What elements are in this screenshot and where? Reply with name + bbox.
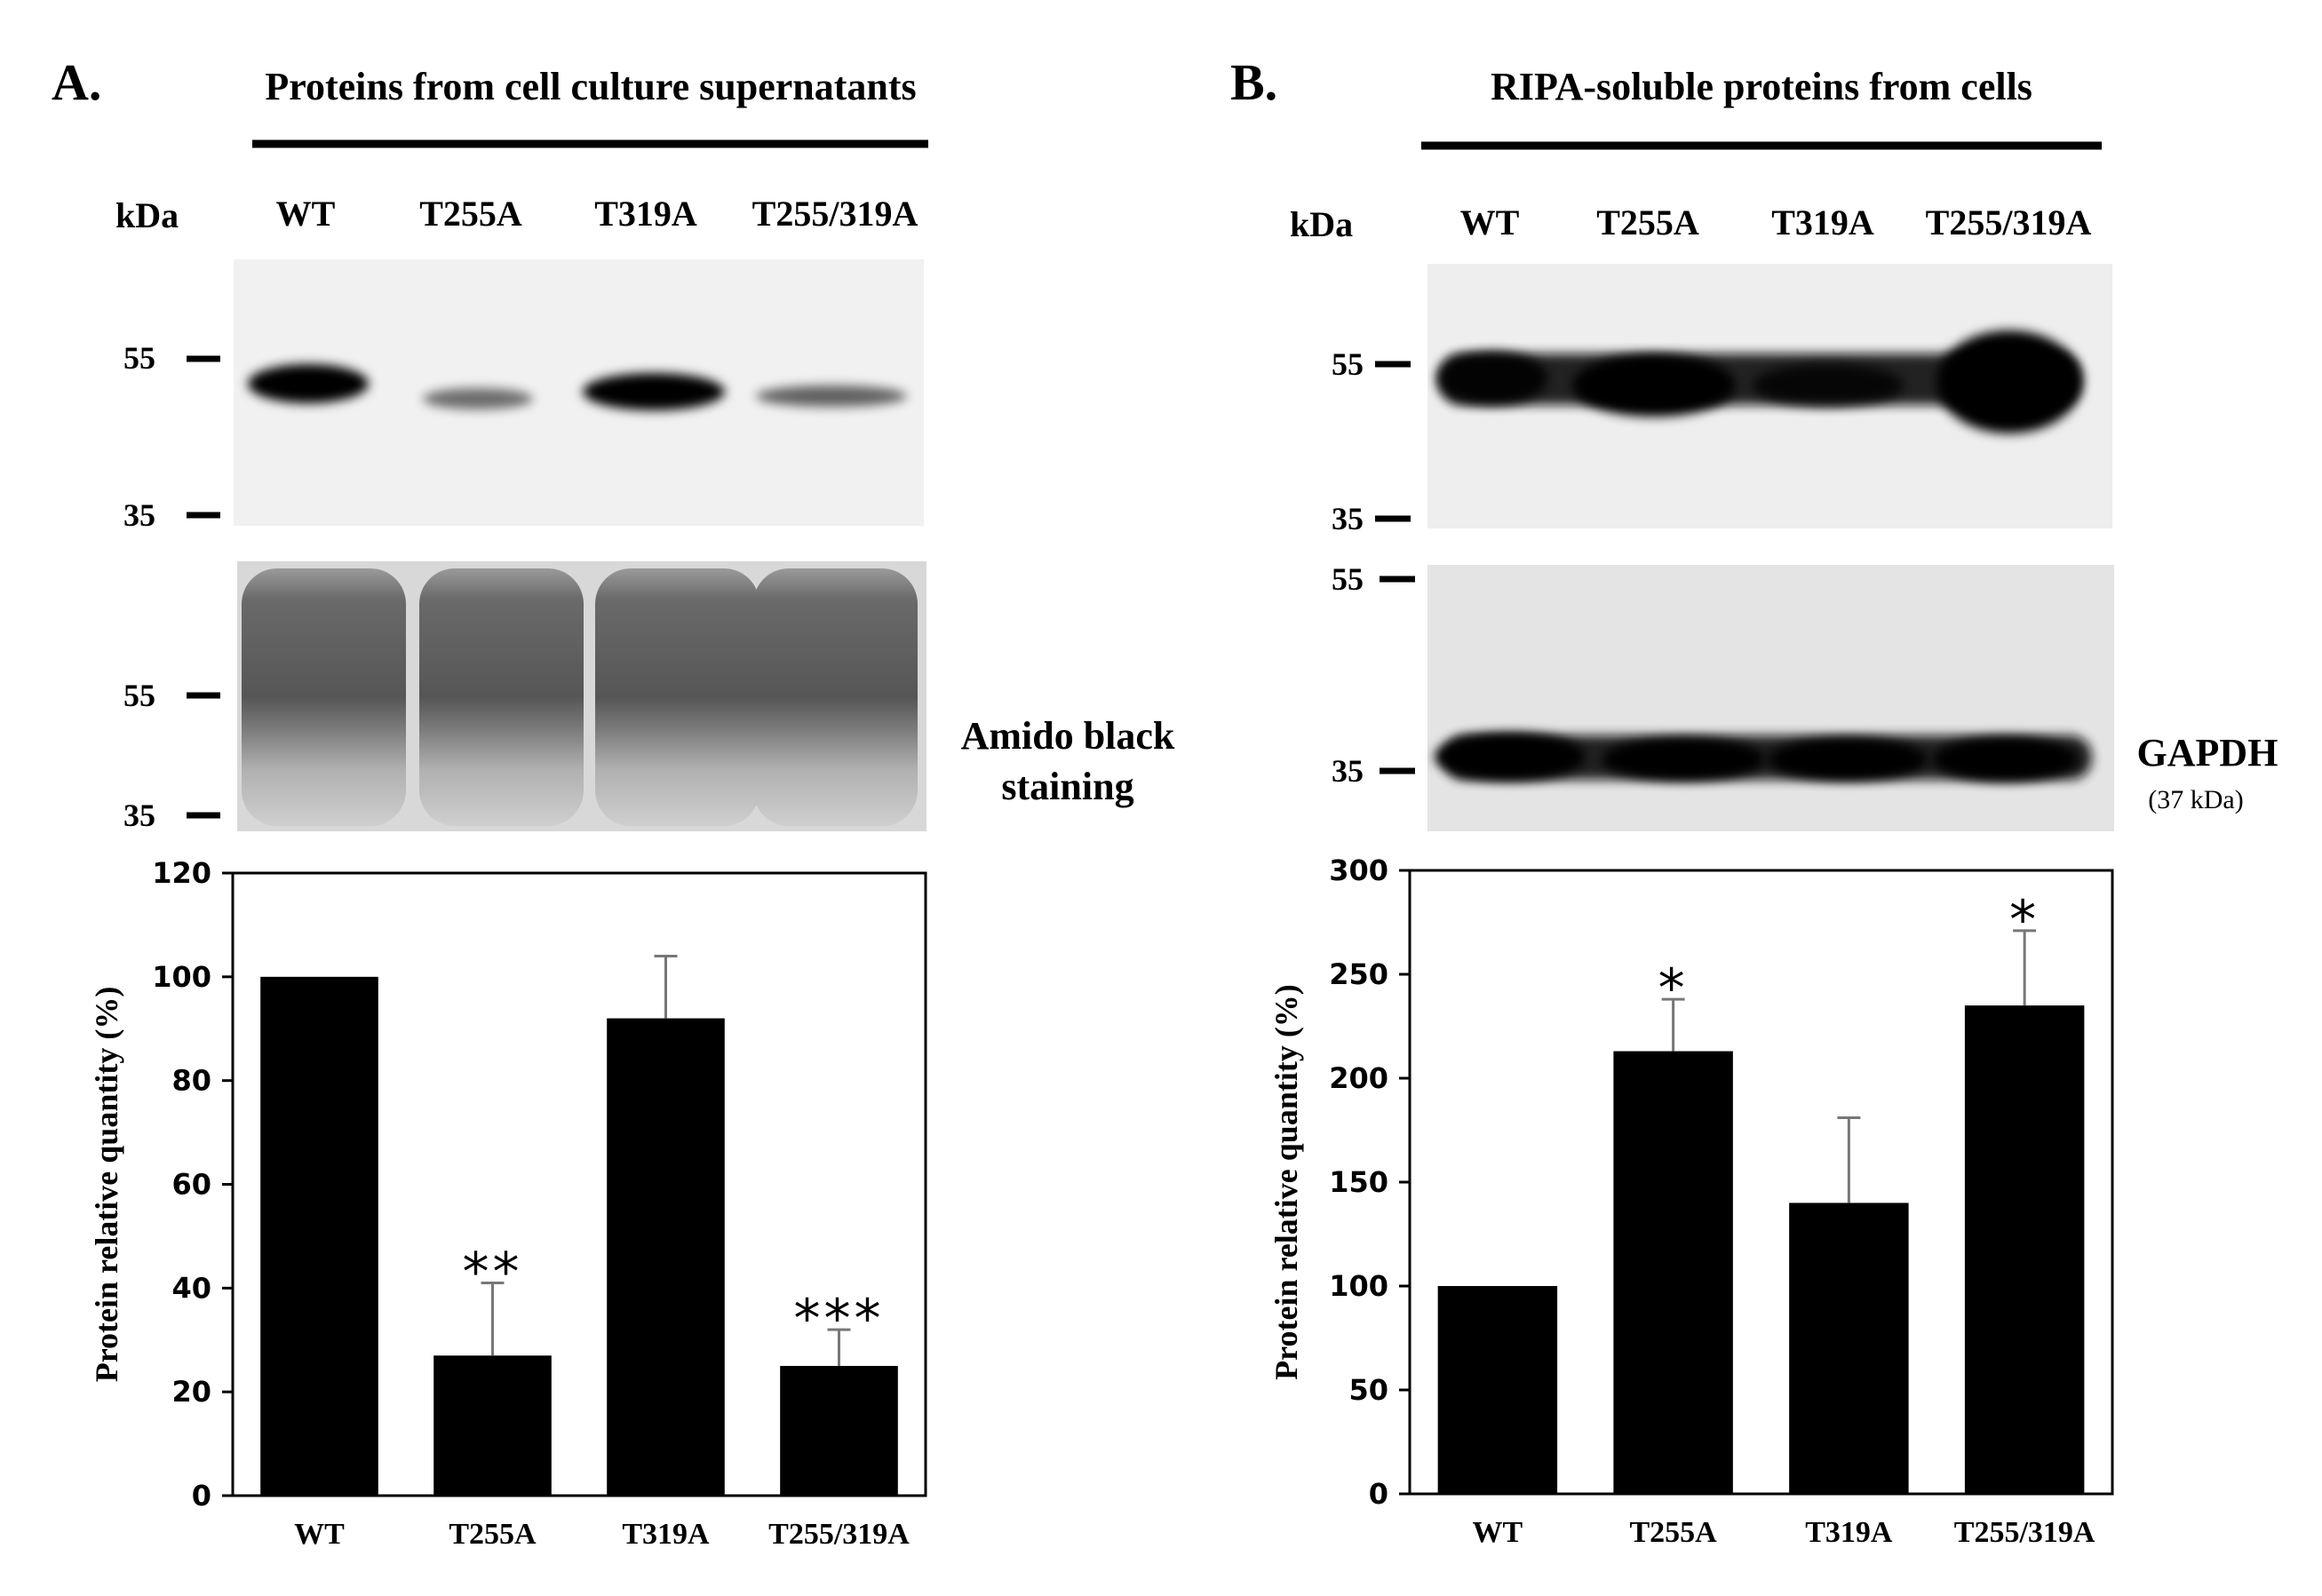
bar: [780, 1365, 898, 1496]
blot-band: [1437, 352, 1547, 405]
x-tick-label: T319A: [1805, 1516, 1893, 1549]
y-tick-label: 0: [192, 1479, 211, 1513]
bar: [260, 976, 378, 1496]
panel-a-loading-marker-label: 35: [123, 798, 155, 833]
panel-a-marker-label: 35: [123, 497, 155, 533]
panel-a-title: Proteins from cell culture supernatants: [265, 65, 916, 108]
x-tick-label: T255A: [1630, 1516, 1718, 1549]
panel-a-lane-label: T255/319A: [752, 194, 918, 234]
x-tick-label: WT: [1473, 1516, 1523, 1549]
panel-b-loading-marker-label: 55: [1332, 561, 1364, 597]
loading-band: [1443, 735, 2092, 780]
y-tick-label: 150: [1329, 1165, 1388, 1199]
loading-lane: [753, 568, 918, 826]
loading-lane: [419, 568, 584, 826]
y-tick-label: 40: [171, 1271, 211, 1305]
x-tick-label: T255/319A: [768, 1518, 910, 1551]
panel-b-loading-bands: [1435, 733, 2092, 782]
blot-band: [1936, 330, 2082, 433]
panel-a-letter: A.: [52, 53, 101, 111]
panel-a-lane-label: T255A: [419, 194, 522, 234]
panel-b-lane-label: T319A: [1771, 202, 1874, 242]
y-axis-label: Protein relative quantity (%): [89, 987, 124, 1383]
x-tick-label: WT: [294, 1518, 345, 1551]
panel-b: B. RIPA-soluble proteins from cells kDa …: [1230, 53, 2278, 1549]
panel-b-loading-blot: [1427, 565, 2114, 831]
bar: [433, 1355, 552, 1496]
y-tick-label: 100: [152, 960, 211, 994]
loading-lane: [595, 568, 759, 826]
y-tick-label: 300: [1329, 854, 1388, 887]
y-tick-label: 120: [152, 856, 211, 890]
y-tick-label: 50: [1348, 1373, 1388, 1407]
significance-mark: ***: [794, 1288, 885, 1350]
significance-mark: *: [1658, 957, 1689, 1020]
bar: [1437, 1286, 1558, 1494]
panel-a-marker-label: 55: [123, 340, 155, 376]
blot-band: [1753, 364, 1904, 407]
panel-a-loading-marker-label: 55: [123, 678, 155, 713]
loading-lane: [242, 568, 406, 826]
loading-band: [1602, 738, 1765, 781]
y-tick-label: 60: [171, 1168, 211, 1202]
y-tick-label: 20: [171, 1375, 211, 1409]
significance-mark: *: [2009, 889, 2040, 951]
panel-b-kda-label: kDa: [1290, 204, 1353, 244]
significance-mark: **: [463, 1241, 523, 1303]
blot-band: [1572, 354, 1736, 417]
panel-b-lane-label: T255A: [1596, 202, 1699, 242]
x-tick-label: T255/319A: [1954, 1516, 2095, 1549]
panel-a-loading-lanes: [242, 568, 918, 826]
y-tick-label: 0: [1369, 1477, 1388, 1511]
panel-b-lane-label: WT: [1460, 202, 1520, 242]
bar: [607, 1018, 725, 1496]
panel-b-lane-label: T255/319A: [1926, 202, 2092, 242]
blot-band: [248, 364, 369, 403]
panel-b-marker-label: 35: [1332, 501, 1364, 536]
bar: [1964, 1005, 2085, 1494]
panel-b-marker-label: 55: [1332, 346, 1364, 382]
blot-band: [756, 385, 907, 407]
panel-a-blot-bands: [248, 364, 907, 410]
panel-a-kda-label: kDa: [115, 195, 179, 235]
panel-b-title: RIPA-soluble proteins from cells: [1491, 65, 2032, 108]
blot-band: [583, 373, 725, 410]
bar: [1789, 1203, 1909, 1494]
panel-a-lane-label: T319A: [594, 194, 697, 234]
panel-b-letter: B.: [1230, 53, 1277, 111]
loading-band: [1435, 733, 1586, 781]
panel-a-loading-label: Amido black: [961, 714, 1175, 758]
y-tick-label: 80: [171, 1064, 211, 1098]
y-tick-label: 100: [1329, 1269, 1388, 1303]
y-axis-label: Protein relative quantity (%): [1268, 984, 1304, 1380]
y-tick-label: 200: [1329, 1061, 1388, 1095]
chart-a: 0 20 40 60 80 100 120 WT ** T255A T319A *** T255/319…: [89, 856, 927, 1551]
bar: [1613, 1051, 1733, 1494]
loading-band: [1933, 737, 2079, 782]
x-tick-label: T255A: [449, 1518, 537, 1551]
panel-b-loading-sublabel: (37 kDa): [2148, 785, 2243, 814]
panel-a: A. Proteins from cell culture supernatan…: [52, 53, 1175, 1551]
x-tick-label: T319A: [622, 1518, 710, 1551]
blot-band: [423, 388, 533, 409]
chart-b: 0 50 100 150 200 250 300 WT * T255A T319A * T255/319…: [1268, 854, 2114, 1549]
y-tick-label: 250: [1329, 957, 1388, 991]
loading-band: [1768, 738, 1928, 781]
panel-b-loading-marker-label: 35: [1332, 753, 1364, 789]
panel-a-lane-label: WT: [276, 194, 336, 234]
panel-b-blot-bands: [1437, 330, 2082, 433]
panel-a-loading-label: staining: [1001, 765, 1133, 808]
panel-b-loading-label: GAPDH: [2137, 731, 2278, 774]
